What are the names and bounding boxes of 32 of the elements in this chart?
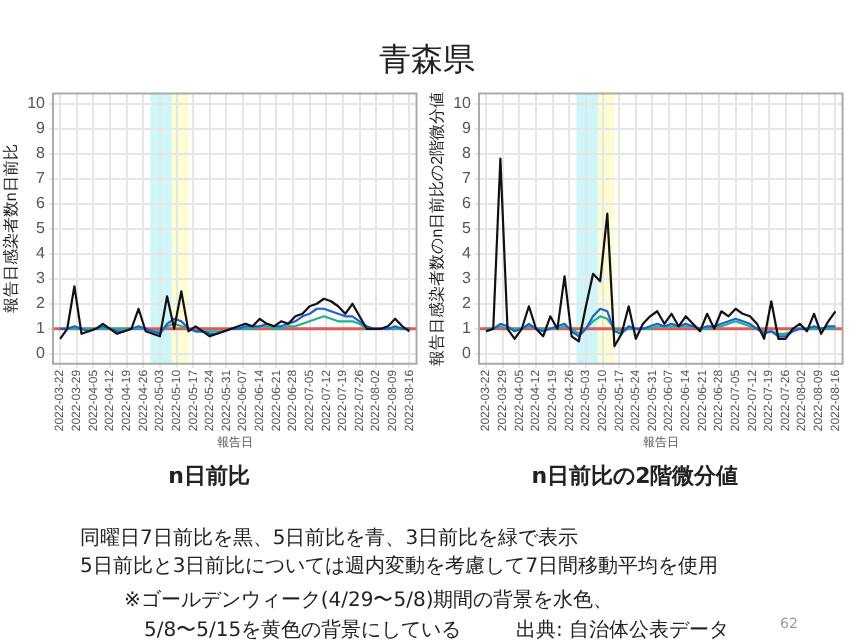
y-tick-label: 4 [36,244,47,263]
y-tick-label: 8 [36,144,47,163]
y-tick-label: 0 [36,344,47,363]
y-tick-label: 1 [36,319,47,338]
text: n日前比 [168,462,250,489]
y-tick-label: 2 [462,294,473,313]
y-tick-label: 6 [36,194,47,213]
y-tick-label: 3 [462,269,473,288]
text: 同曜日7日前比を黒、5日前比を青、3日前比を緑で表示 [80,525,579,552]
y-tick-label: 10 [27,94,47,113]
y-tick-label: 6 [462,194,473,213]
y-tick-label: 4 [462,244,473,263]
y-tick-label: 5 [36,219,47,238]
y-tick-label: 1 [462,319,473,338]
y-axis-title: 報告日感染者数n日前比 [2,144,21,314]
y-tick-label: 3 [36,269,47,288]
y-tick-label: 9 [36,119,47,138]
source-note: 出典: 自治体公表データ [516,617,730,640]
y-tick-label: 10 [453,94,473,113]
y-tick-label: 5 [462,219,473,238]
text: n日前比の2階微分値 [531,462,739,489]
y-tick-label: 2 [36,294,47,313]
y-tick-label: 7 [462,169,473,188]
text: ※ゴールデンウィーク(4/29〜5/8)期間の背景を水色、 [124,587,614,614]
y-axis-title: 報告日感染者数のn日前比の2階微分値 [428,91,447,366]
text: 5/8〜5/15を黄色の背景にしている [144,617,462,640]
y-tick-label: 9 [462,119,473,138]
y-tick-label: 0 [462,344,473,363]
text: 青森県 [377,40,477,82]
y-tick-label: 8 [462,144,473,163]
text: 5日前比と3日前比については週内変動を考慮して7日間移動平均を使用 [80,553,719,580]
y-tick-label: 7 [36,169,47,188]
